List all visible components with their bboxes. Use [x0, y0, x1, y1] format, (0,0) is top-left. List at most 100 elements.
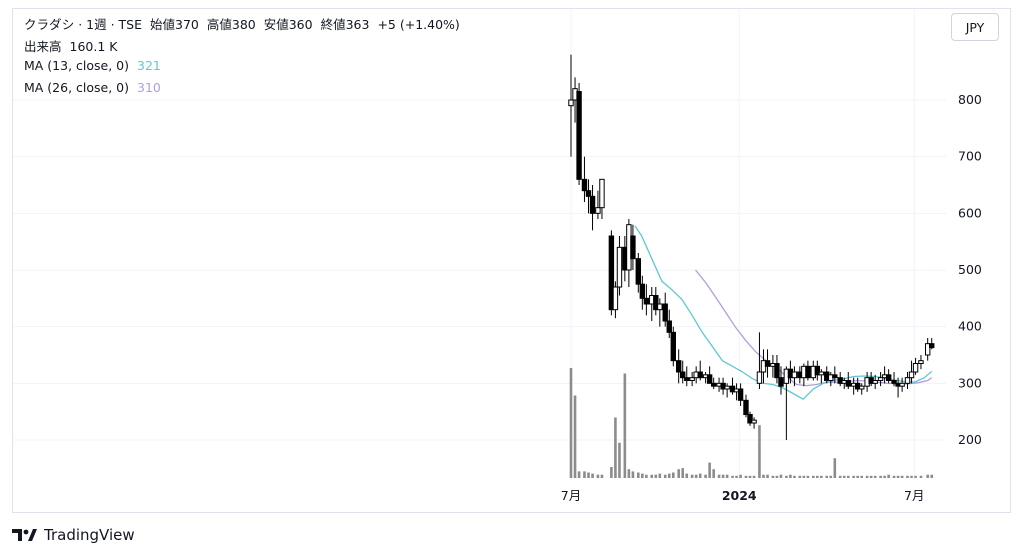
change-value: +5 (+1.40%)	[377, 17, 460, 32]
candle-body	[612, 286, 619, 311]
candle-body	[608, 235, 615, 311]
volume-bar	[887, 474, 890, 478]
candle-body	[832, 374, 838, 379]
volume-bar	[914, 475, 917, 478]
candle-body	[639, 283, 646, 299]
candle-body	[643, 297, 650, 305]
volume-bar	[829, 475, 833, 478]
close-label: 終値	[320, 17, 346, 32]
candle-body	[747, 414, 753, 424]
candle-body	[710, 382, 717, 387]
volume-bar	[610, 467, 613, 478]
volume-bar	[731, 475, 734, 478]
volume-bar	[771, 475, 775, 478]
volume-bar	[721, 474, 725, 478]
candle-body	[657, 303, 663, 311]
candle-body	[595, 207, 601, 214]
volume-value: 160.1 K	[69, 39, 118, 54]
candle-body	[662, 303, 668, 322]
candle-body	[872, 380, 878, 384]
volume-bar	[793, 475, 796, 478]
volume-bar	[806, 475, 810, 478]
y-tick-label: 400	[958, 319, 982, 334]
candle-body	[589, 195, 596, 214]
volume-bar	[766, 474, 769, 478]
candle-body	[924, 343, 931, 356]
candle-body	[724, 385, 730, 390]
volume-bar	[811, 475, 815, 478]
volume-bar	[583, 471, 586, 478]
volume-bar	[748, 475, 752, 478]
volume-bar	[900, 475, 904, 478]
brand-label: TradingView	[44, 526, 135, 544]
volume-bar	[623, 373, 627, 478]
candle-body	[630, 235, 636, 260]
candle-body	[737, 388, 744, 401]
candle-body	[653, 295, 659, 311]
x-tick-label: 7月	[904, 488, 924, 503]
candle-body	[743, 399, 749, 416]
candle-body	[764, 360, 771, 367]
candle-body	[751, 419, 757, 424]
ma26-value: 310	[137, 80, 161, 95]
candle-body	[689, 377, 695, 381]
candle-body	[697, 371, 703, 379]
volume-bar	[879, 475, 882, 478]
volume-bar	[846, 475, 850, 478]
volume-bar	[663, 474, 667, 478]
candle-body	[635, 258, 641, 285]
volume-bar	[650, 474, 654, 478]
volume-bar	[698, 473, 702, 478]
candle-body	[912, 363, 919, 373]
currency-button[interactable]: JPY	[951, 13, 999, 41]
volume-bar	[758, 425, 761, 478]
volume-bar	[569, 368, 573, 478]
high-label: 高値	[206, 17, 232, 32]
symbol-title: クラダシ · 1週 · TSE	[24, 17, 143, 32]
y-tick-label: 600	[958, 205, 982, 220]
volume-bar	[789, 474, 792, 478]
volume-bar	[739, 474, 742, 478]
volume-bar	[852, 475, 855, 478]
close-value: 363	[345, 17, 370, 32]
volume-bar	[906, 475, 909, 478]
volume-bar	[896, 475, 900, 478]
symbol-header: クラダシ · 1週 · TSE 始値370 高値380 安値360 終値363 …	[24, 14, 464, 33]
volume-bar	[641, 473, 644, 478]
candle-body	[814, 365, 821, 376]
candle-body	[756, 371, 763, 384]
y-tick-label: 700	[958, 149, 982, 164]
high-value: 380	[231, 17, 256, 32]
open-label: 始値	[150, 17, 176, 32]
volume-bar	[631, 471, 635, 478]
candle-body	[599, 178, 605, 209]
candle-body	[675, 360, 682, 373]
volume-bar	[671, 472, 675, 478]
volume-bar	[685, 473, 689, 478]
ma13-value: 321	[137, 58, 161, 73]
volume-bar	[645, 474, 648, 478]
volume-bar	[869, 475, 873, 478]
volume-bar	[838, 475, 842, 478]
volume-bar	[825, 475, 829, 478]
y-tick-label: 800	[958, 92, 982, 107]
volume-legend: 出来高 160.1 K	[24, 36, 121, 55]
volume-bar	[627, 469, 631, 478]
candle-body	[904, 377, 911, 384]
low-label: 安値	[263, 17, 289, 32]
volume-bar	[842, 475, 846, 478]
volume-bar	[910, 475, 913, 478]
candle-body	[581, 178, 588, 192]
volume-bar	[785, 475, 788, 478]
volume-bar	[681, 468, 685, 478]
volume-bar	[658, 473, 662, 478]
tradingview-logo[interactable]: TradingView	[12, 526, 135, 544]
candle-body	[899, 382, 905, 387]
volume-bar	[762, 474, 765, 478]
volume-bar	[779, 474, 783, 478]
volume-bar	[667, 473, 671, 478]
candle-body	[778, 377, 784, 387]
volume-bar	[725, 474, 729, 478]
volume-bar	[694, 474, 698, 478]
